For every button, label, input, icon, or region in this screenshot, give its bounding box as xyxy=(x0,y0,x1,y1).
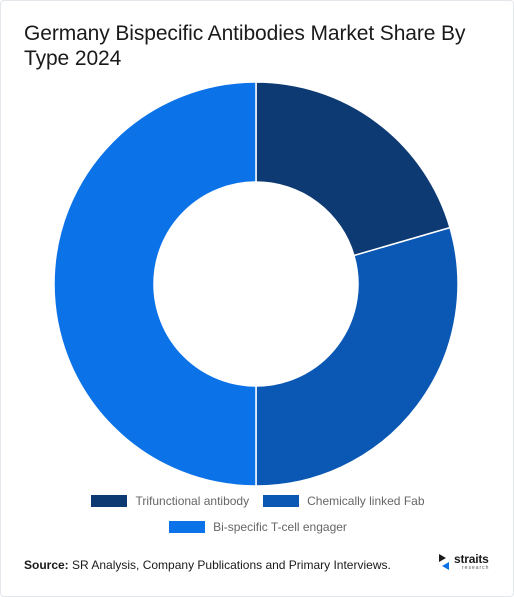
legend-label: Chemically linked Fab xyxy=(307,494,425,508)
legend-swatch xyxy=(169,521,206,533)
source-text: SR Analysis, Company Publications and Pr… xyxy=(68,558,391,572)
chart-title: Germany Bispecific Antibodies Market Sha… xyxy=(24,22,466,70)
straits-logo-icon xyxy=(439,554,449,570)
legend-label: Trifunctional antibody xyxy=(135,494,250,508)
legend-item-chemically-linked-fab[interactable]: Chemically linked Fab xyxy=(263,494,425,508)
donut-slice-chemically-linked-fab[interactable] xyxy=(255,226,459,487)
logo-name: straits xyxy=(454,552,489,566)
source-note: Source: SR Analysis, Company Publication… xyxy=(24,558,391,572)
logo-sub: research xyxy=(462,565,490,571)
legend-item-bi-specific-t-cell-engager[interactable]: Bi-specific T-cell engager xyxy=(169,520,347,534)
donut-chart xyxy=(53,81,459,487)
donut-slice-trifunctional-antibody[interactable] xyxy=(255,81,451,257)
legend-swatch xyxy=(91,495,128,507)
legend-item-trifunctional-antibody[interactable]: Trifunctional antibody xyxy=(91,494,249,508)
legend-swatch xyxy=(263,495,300,507)
donut-slice-bi-specific-t-cell-engager[interactable] xyxy=(53,81,257,487)
legend-label: Bi-specific T-cell engager xyxy=(213,520,347,534)
chart-legend: Trifunctional antibody Chemically linked… xyxy=(1,493,514,545)
straits-logo: straits research xyxy=(437,552,489,572)
source-label: Source: xyxy=(24,558,69,572)
